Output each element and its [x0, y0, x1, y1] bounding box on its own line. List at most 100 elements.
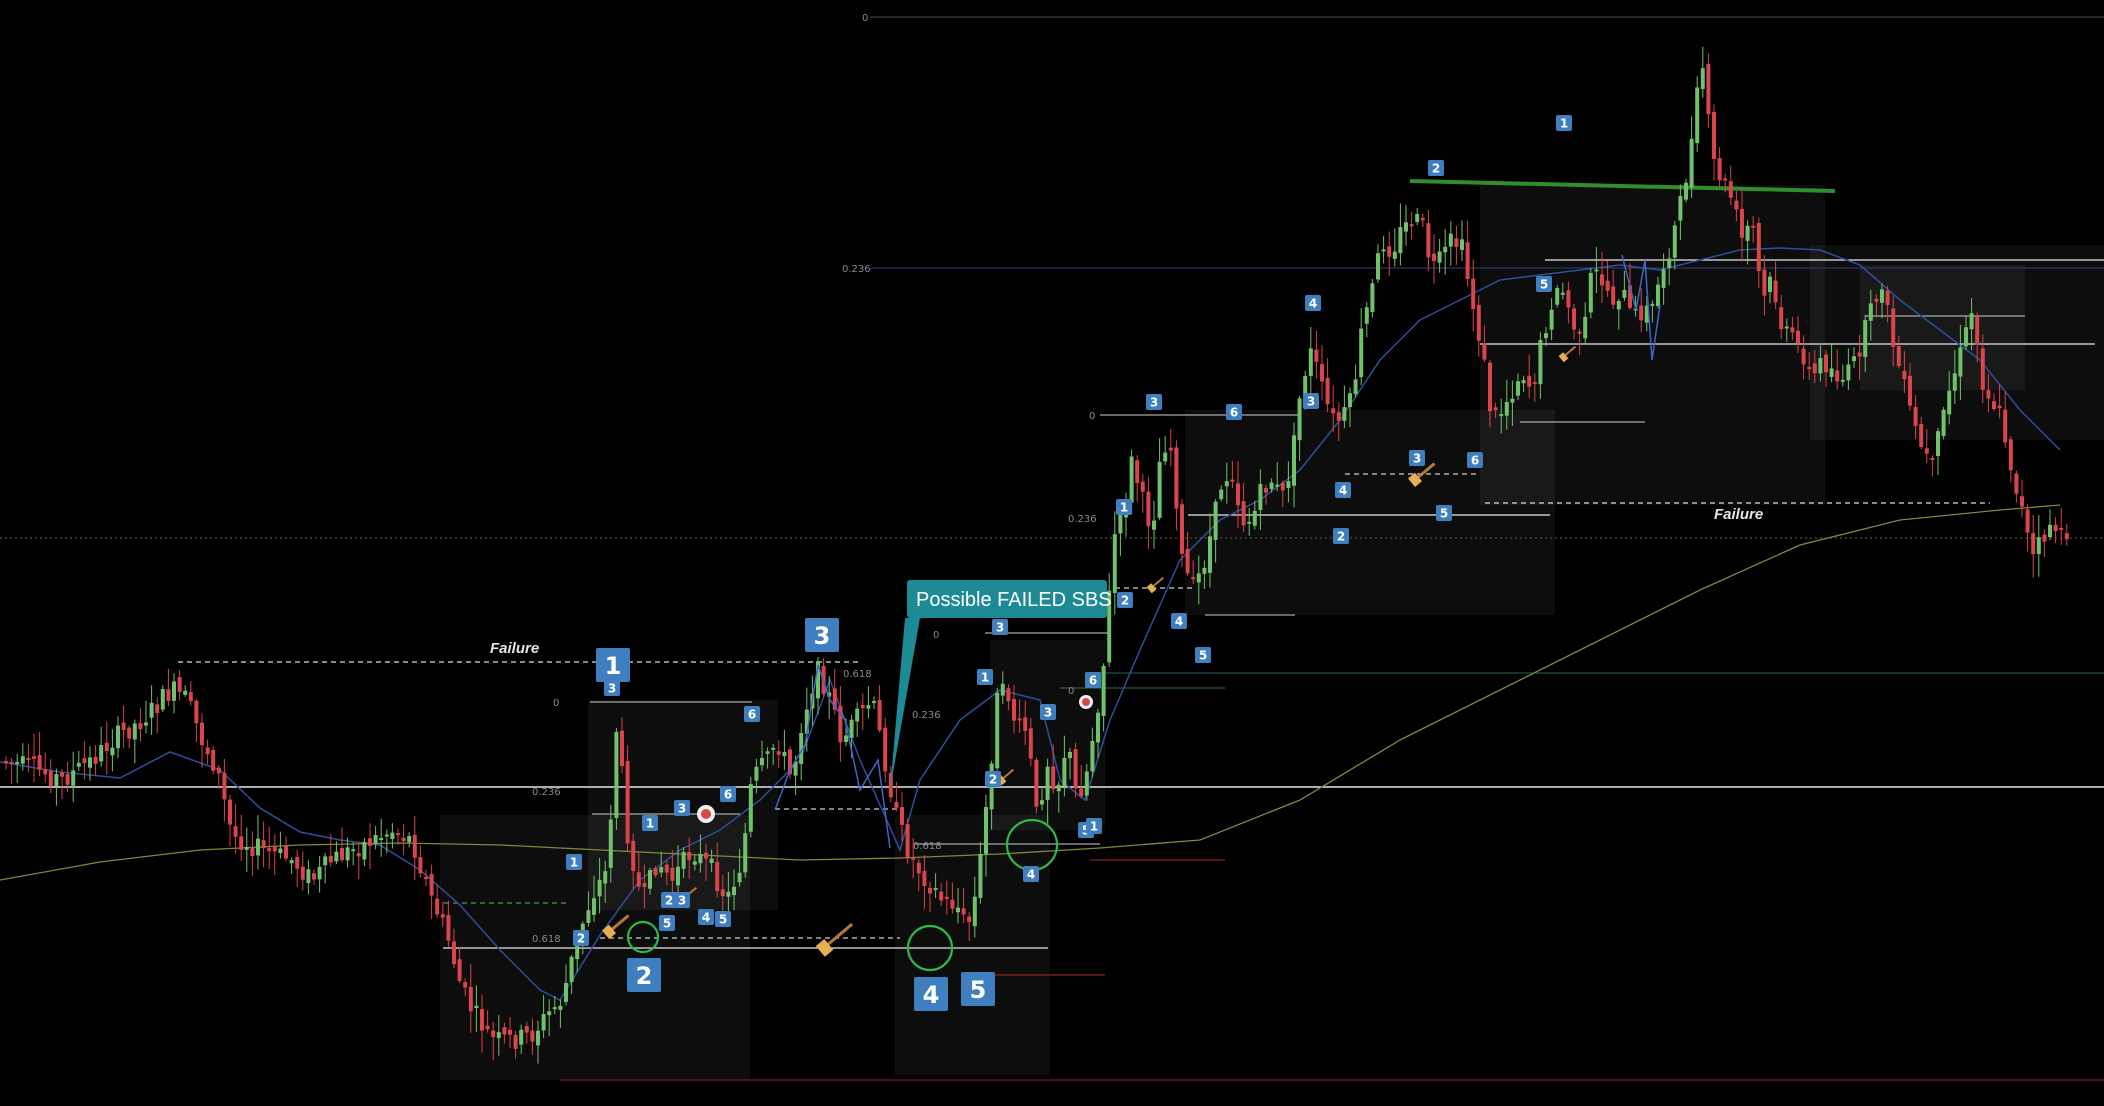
candle-body — [99, 745, 104, 762]
badge-small: 3 — [1040, 704, 1056, 720]
candle-body — [373, 834, 378, 844]
candle-body — [284, 845, 288, 859]
svg-text:4: 4 — [1309, 297, 1317, 311]
fib-label: 0.618 — [843, 669, 872, 680]
candle-body — [1191, 577, 1196, 580]
candle-body — [1381, 249, 1386, 252]
badge-small: 4 — [1305, 295, 1321, 311]
candle-body — [771, 747, 776, 750]
candle-body — [530, 1030, 535, 1042]
candle-body — [860, 704, 865, 709]
candle-body — [1331, 408, 1336, 414]
fib-label: 0 — [1089, 411, 1095, 422]
candle-body — [1230, 479, 1235, 482]
svg-text:3: 3 — [1413, 452, 1421, 466]
candle-body — [200, 722, 204, 746]
candle-body — [524, 1025, 529, 1033]
callout-text: Possible FAILED SBS — [916, 589, 1112, 611]
badge-small: 1 — [1086, 818, 1102, 834]
candle-body — [65, 774, 70, 785]
candle-body — [2059, 528, 2064, 531]
candle-body — [166, 689, 171, 701]
candle-body — [720, 889, 725, 897]
candle-body — [995, 692, 1000, 769]
candle-body — [1835, 370, 1840, 382]
broom-icon — [602, 914, 630, 939]
candle-body — [681, 851, 686, 869]
svg-text:1: 1 — [981, 671, 989, 685]
svg-text:1: 1 — [646, 817, 654, 831]
candle-body — [748, 784, 753, 832]
candle-body — [1174, 447, 1179, 509]
candle-body — [698, 853, 703, 864]
candle-body — [267, 848, 272, 852]
candle-body — [1992, 401, 1996, 410]
candle-body — [93, 756, 98, 764]
candle-body — [709, 858, 714, 863]
candle-body — [138, 723, 143, 730]
svg-text:3: 3 — [1150, 396, 1158, 410]
candle-body — [368, 838, 372, 846]
candle-body — [636, 872, 641, 887]
candle-body — [1902, 371, 1907, 380]
candle-body — [552, 1007, 557, 1010]
candle-body — [1152, 520, 1156, 530]
zone — [1860, 265, 2025, 390]
candle-body — [1880, 289, 1884, 303]
badge-small: 4 — [1171, 613, 1187, 629]
candle-body — [1622, 289, 1627, 298]
candle-body — [216, 767, 221, 774]
candle-body — [625, 761, 630, 844]
candle-body — [1247, 521, 1252, 524]
candle-body — [1896, 346, 1901, 367]
candle-body — [1577, 331, 1582, 334]
candle-body — [155, 704, 160, 713]
candle-body — [1320, 364, 1324, 382]
candle-body — [659, 867, 664, 873]
candle-body — [1723, 178, 1728, 181]
candle-body — [110, 747, 115, 756]
failure-label-right: Failure — [1714, 506, 1763, 523]
candle-body — [295, 857, 300, 869]
reference-lines — [0, 16, 2104, 1081]
candle-body — [816, 661, 820, 699]
fib-label: 0.236 — [532, 787, 561, 798]
candle-body — [1913, 406, 1918, 426]
candle-body — [429, 874, 434, 896]
candle-body — [704, 852, 708, 859]
candle-body — [872, 701, 876, 704]
candle-body — [177, 677, 182, 692]
candle-body — [692, 861, 697, 865]
candle-body — [1734, 200, 1739, 210]
badge-small: 1 — [977, 669, 993, 685]
svg-text:3: 3 — [1044, 706, 1052, 720]
badge-small: 4 — [698, 909, 714, 925]
svg-text:6: 6 — [1471, 454, 1479, 468]
candle-body — [1639, 305, 1644, 321]
badge-small: 2 — [985, 771, 1001, 787]
svg-text:2: 2 — [1432, 162, 1440, 176]
candle-body — [446, 915, 451, 941]
candle-body — [1471, 278, 1476, 310]
candle-body — [1700, 68, 1705, 90]
badge-small: 2 — [1333, 528, 1349, 544]
candle-body — [933, 888, 938, 891]
badge-small: 5 — [659, 915, 675, 931]
candle-body — [1168, 447, 1173, 451]
candle-body — [687, 851, 692, 860]
candle-body — [278, 848, 283, 853]
candle-body — [463, 982, 468, 988]
badge-small: 1 — [1116, 499, 1132, 515]
candle-body — [911, 857, 916, 860]
candle-body — [1756, 222, 1761, 272]
candle-body — [1476, 304, 1481, 341]
candle-body — [116, 725, 120, 749]
candle-body — [1370, 283, 1375, 313]
candle-body — [1667, 258, 1672, 268]
candle-body — [1695, 87, 1700, 144]
candle-body — [496, 1032, 501, 1039]
candle-body — [2042, 534, 2047, 542]
candle-body — [1986, 390, 1991, 399]
candle-body — [396, 833, 400, 836]
